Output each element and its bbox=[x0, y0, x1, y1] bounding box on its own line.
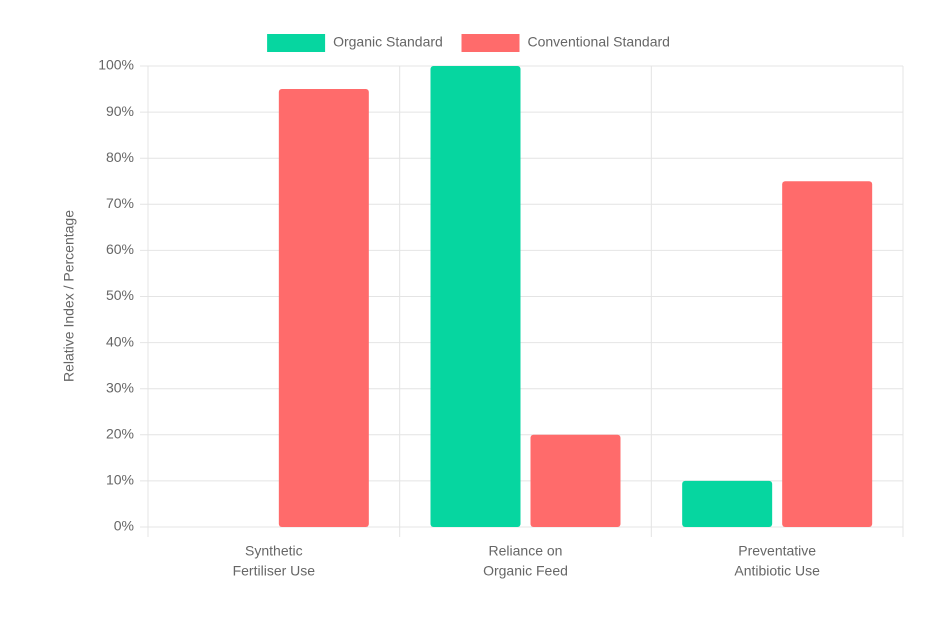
y-tick-label: 40% bbox=[106, 333, 134, 349]
x-tick-label: Reliance on bbox=[489, 543, 563, 559]
legend-swatch[interactable] bbox=[267, 34, 326, 52]
y-tick-label: 0% bbox=[114, 518, 134, 534]
y-tick-label: 90% bbox=[106, 103, 134, 119]
x-tick-label: Antibiotic Use bbox=[734, 563, 820, 579]
legend-label[interactable]: Conventional Standard bbox=[528, 34, 670, 50]
x-tick-label: Organic Feed bbox=[483, 563, 568, 579]
x-tick-label: Fertiliser Use bbox=[233, 563, 316, 579]
y-tick-label: 70% bbox=[106, 195, 134, 211]
bar bbox=[278, 89, 369, 528]
legend-swatch[interactable] bbox=[461, 34, 520, 52]
y-tick-label: 60% bbox=[106, 241, 134, 257]
y-tick-label: 100% bbox=[98, 57, 134, 73]
y-tick-label: 30% bbox=[106, 379, 134, 395]
bar bbox=[430, 66, 521, 527]
y-tick-label: 10% bbox=[106, 472, 134, 488]
y-tick-label: 50% bbox=[106, 287, 134, 303]
bar bbox=[782, 181, 873, 527]
y-axis-title: Relative Index / Percentage bbox=[61, 210, 77, 382]
bar bbox=[682, 480, 773, 527]
y-tick-label: 80% bbox=[106, 149, 134, 165]
legend-label[interactable]: Organic Standard bbox=[333, 34, 443, 50]
y-tick-label: 20% bbox=[106, 426, 134, 442]
bar bbox=[530, 434, 621, 527]
x-tick-label: Preventative bbox=[738, 543, 816, 559]
x-tick-label: Synthetic bbox=[245, 543, 303, 559]
